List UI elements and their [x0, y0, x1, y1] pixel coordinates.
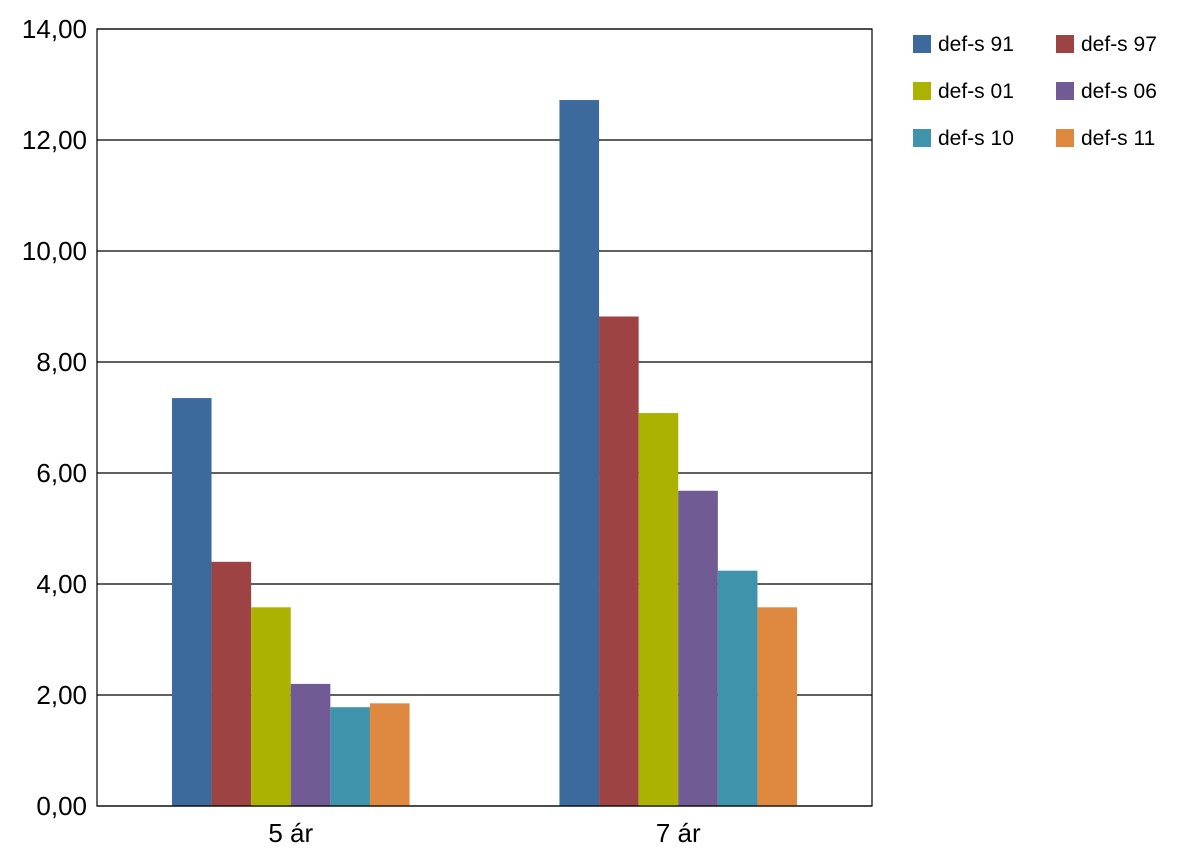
- y-tick-label: 8,00: [36, 347, 87, 377]
- bar: [757, 607, 798, 806]
- legend: def-s 91 def-s 97 def-s 01 def-s 06 def-s 10…: [913, 33, 1157, 150]
- legend-swatch: [1056, 35, 1074, 53]
- x-axis-tick-labels: 5 ár 7 ár: [268, 818, 701, 848]
- legend-label: def-s 10: [938, 127, 1014, 150]
- y-tick-label: 2,00: [36, 680, 87, 710]
- legend-label: def-s 11: [1081, 127, 1155, 150]
- x-tick-label: 7 ár: [656, 818, 701, 848]
- y-tick-label: 10,00: [22, 236, 87, 266]
- legend-swatch: [913, 35, 931, 53]
- y-tick-label: 14,00: [22, 14, 87, 44]
- y-tick-label: 4,00: [36, 569, 87, 599]
- y-axis-tick-labels: 0,00 2,00 4,00 6,00 8,00 10,00 12,00 14,00: [22, 14, 87, 821]
- y-tick-label: 0,00: [36, 791, 87, 821]
- legend-label: def-s 06: [1081, 80, 1157, 103]
- bar: [638, 413, 679, 806]
- y-tick-label: 6,00: [36, 458, 87, 488]
- bar: [211, 561, 252, 806]
- legend-swatch: [913, 82, 931, 100]
- x-tick-label: 5 ár: [268, 818, 313, 848]
- bar: [251, 607, 291, 806]
- legend-label: def-s 01: [938, 80, 1014, 103]
- legend-label: def-s 97: [1081, 33, 1157, 56]
- legend-label: def-s 91: [938, 33, 1014, 56]
- bar: [290, 683, 331, 806]
- plot-area-frame: [96, 28, 873, 807]
- bar: [330, 707, 370, 806]
- bar: [369, 703, 410, 806]
- bars: [171, 100, 798, 807]
- bar: [599, 316, 639, 806]
- legend-swatch: [1056, 129, 1074, 147]
- bar: [171, 398, 212, 806]
- legend-swatch: [1056, 82, 1074, 100]
- y-tick-label: 12,00: [22, 125, 87, 155]
- bar: [559, 100, 600, 807]
- bar: [717, 570, 758, 806]
- bar: [678, 490, 718, 806]
- legend-swatch: [913, 129, 931, 147]
